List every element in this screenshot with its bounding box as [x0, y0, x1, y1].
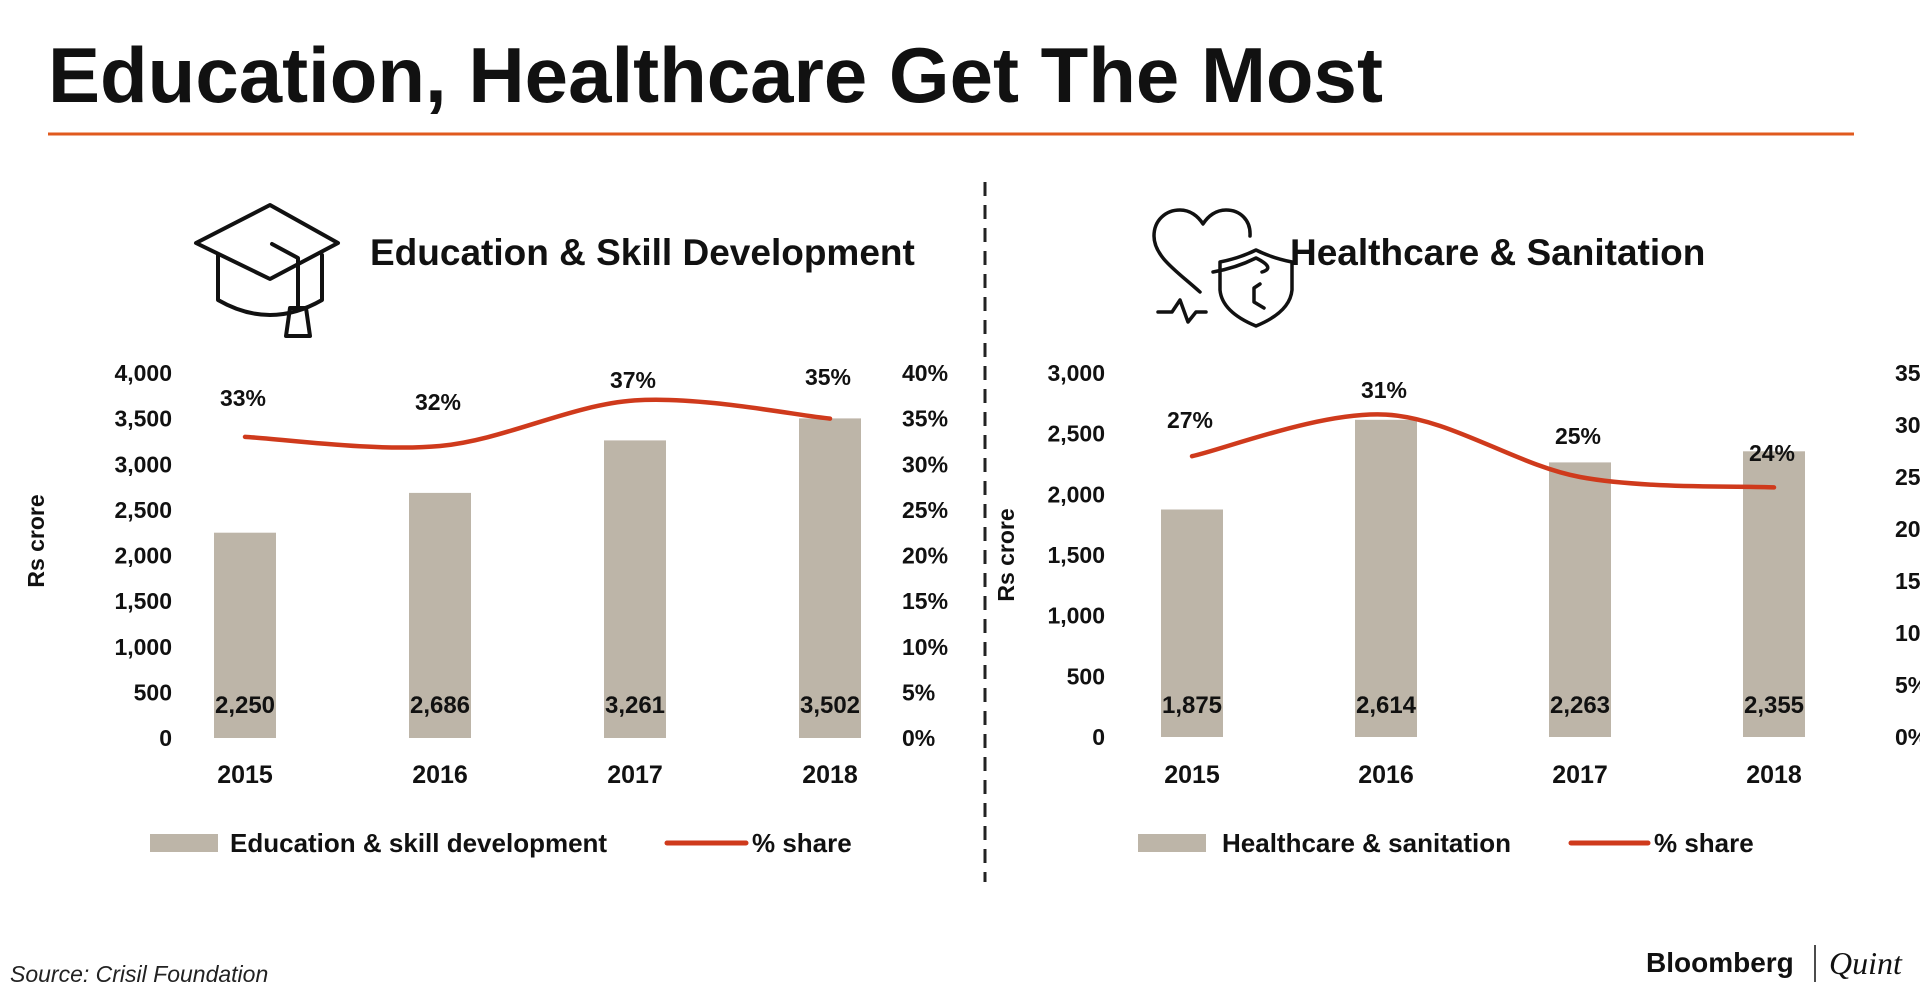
education-y-tick: 2,000	[114, 543, 172, 569]
healthcare-x-tick: 2016	[1358, 761, 1414, 789]
healthcare-y-tick: 3,000	[1047, 360, 1105, 386]
source-note: Source: Crisil Foundation	[10, 961, 268, 987]
education-bar-2018	[799, 418, 861, 738]
education-bar-value-label: 2,686	[410, 692, 470, 719]
healthcare-y-tick: 2,000	[1047, 481, 1105, 507]
education-y-tick: 2,500	[114, 497, 172, 523]
education-y2-tick: 35%	[902, 406, 948, 432]
healthcare-y-axis-label: Rs crore	[993, 508, 1019, 601]
education-y2-tick: 15%	[902, 588, 948, 614]
education-bar-2017	[604, 440, 666, 738]
education-x-tick: 2015	[217, 761, 273, 789]
education-y-tick: 3,000	[114, 451, 172, 477]
education-y-tick: 1,000	[114, 634, 172, 660]
healthcare-bar-value-label: 2,355	[1744, 692, 1804, 719]
education-y-tick: 1,500	[114, 588, 172, 614]
healthcare-y-tick: 0	[1092, 724, 1105, 750]
page-title: Education, Healthcare Get The Most	[48, 31, 1383, 119]
education-share-line	[242, 397, 833, 450]
heart-shield-icon	[1152, 208, 1294, 328]
healthcare-share-label: 25%	[1555, 423, 1601, 449]
education-bar-2016	[409, 492, 471, 738]
education-legend-bar-label: Education & skill development	[230, 828, 607, 858]
healthcare-y2-tick: 5%	[1895, 672, 1920, 698]
healthcare-legend-line-label: % share	[1654, 828, 1754, 858]
education-legend-line-label: % share	[752, 828, 852, 858]
education-y2-tick: 5%	[902, 679, 935, 705]
healthcare-y-tick: 1,000	[1047, 603, 1105, 629]
education-panel-heading: Education & Skill Development	[370, 232, 915, 273]
healthcare-bar-2018	[1743, 451, 1805, 737]
education-share-label: 35%	[805, 364, 851, 390]
education-y2-tick: 40%	[902, 360, 948, 386]
healthcare-panel-heading: Healthcare & Sanitation	[1290, 232, 1705, 273]
healthcare-share-label: 24%	[1749, 440, 1795, 466]
education-x-tick: 2017	[607, 761, 663, 789]
education-bar-value-label: 3,502	[800, 692, 860, 719]
healthcare-y2-tick: 20%	[1895, 516, 1920, 542]
healthcare-share-label: 27%	[1167, 407, 1213, 433]
healthcare-y2-tick: 35%	[1895, 360, 1920, 386]
healthcare-y-tick: 500	[1067, 663, 1105, 689]
brand-name: Bloomberg	[1646, 947, 1794, 978]
education-share-label: 37%	[610, 367, 656, 393]
education-bar-value-label: 2,250	[215, 692, 275, 719]
healthcare-y2-tick: 0%	[1895, 724, 1920, 750]
healthcare-bar-2017	[1549, 462, 1611, 737]
healthcare-bar-value-label: 2,263	[1550, 692, 1610, 719]
healthcare-y2-tick: 10%	[1895, 620, 1920, 646]
healthcare-legend-bar-label: Healthcare & sanitation	[1222, 828, 1511, 858]
education-y2-tick: 0%	[902, 725, 935, 751]
education-y2-tick: 10%	[902, 634, 948, 660]
education-legend: Education & skill development % share	[150, 828, 852, 858]
graduation-cap-icon	[194, 203, 340, 338]
healthcare-x-tick: 2017	[1552, 761, 1608, 789]
education-y2-tick: 30%	[902, 451, 948, 477]
education-y-tick: 500	[134, 679, 172, 705]
education-chart: 0 500 1,000 1,500 2,000 2,500 3,000 3,500 4,000 0…	[23, 360, 948, 858]
education-share-label: 32%	[415, 389, 461, 415]
education-y2-tick: 25%	[902, 497, 948, 523]
education-x-tick: 2018	[802, 761, 858, 789]
brand-logo: Bloomberg Quint	[1646, 945, 1903, 982]
healthcare-y2-tick: 25%	[1895, 464, 1920, 490]
education-bar-2015	[214, 532, 276, 738]
healthcare-x-tick: 2015	[1164, 761, 1220, 789]
education-share-label: 33%	[220, 385, 266, 411]
healthcare-x-tick: 2018	[1746, 761, 1802, 789]
education-y-tick: 4,000	[114, 360, 172, 386]
education-y-tick: 3,500	[114, 406, 172, 432]
education-y2-tick: 20%	[902, 543, 948, 569]
brand-suffix: Quint	[1829, 945, 1903, 981]
education-bar-value-label: 3,261	[605, 692, 665, 719]
education-y-axis-label: Rs crore	[23, 494, 49, 587]
healthcare-bar-2016	[1355, 419, 1417, 737]
healthcare-legend-bar-swatch	[1138, 834, 1206, 852]
healthcare-bar-value-label: 2,614	[1356, 692, 1417, 719]
healthcare-bar-2015	[1161, 509, 1223, 737]
healthcare-bar-value-label: 1,875	[1162, 692, 1222, 719]
healthcare-y-tick: 2,500	[1047, 421, 1105, 447]
healthcare-y-tick: 1,500	[1047, 542, 1105, 568]
healthcare-chart: 0 500 1,000 1,500 2,000 2,500 3,000 0% 5% 10% 15% 2…	[993, 360, 1920, 858]
healthcare-legend: Healthcare & sanitation % share	[1138, 828, 1754, 858]
education-y-tick: 0	[159, 725, 172, 751]
education-legend-bar-swatch	[150, 834, 218, 852]
healthcare-y2-tick: 15%	[1895, 568, 1920, 594]
education-x-tick: 2016	[412, 761, 468, 789]
healthcare-share-label: 31%	[1361, 377, 1407, 403]
healthcare-y2-tick: 30%	[1895, 412, 1920, 438]
healthcare-share-line	[1189, 412, 1777, 490]
